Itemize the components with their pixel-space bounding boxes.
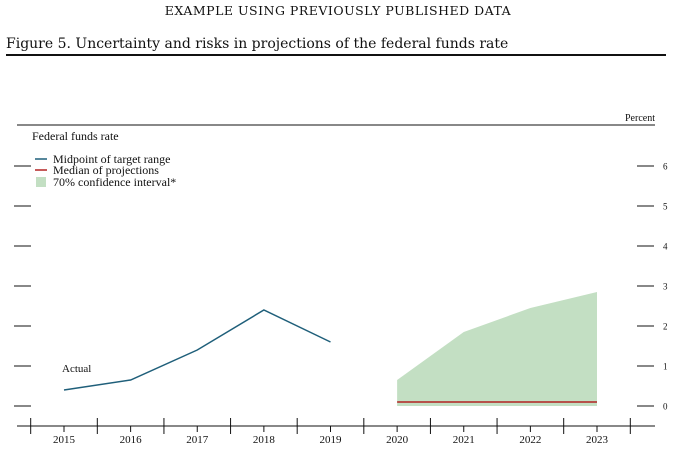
legend-label-confidence: 70% confidence interval* xyxy=(53,175,176,189)
unit-label: Percent xyxy=(625,113,655,124)
confidence-band xyxy=(397,292,597,406)
title-rule xyxy=(6,54,666,56)
x-tick-label: 2016 xyxy=(120,434,143,446)
annotation-actual: Actual xyxy=(62,363,91,375)
x-tick-label: 2023 xyxy=(586,434,609,446)
x-tick-label: 2018 xyxy=(253,434,276,446)
x-tick-label: 2017 xyxy=(186,434,209,446)
x-tick-label: 2022 xyxy=(519,434,541,446)
x-axis-ticks: 2015 2016 2017 2018 2019 2020 2021 2022 2023 xyxy=(30,418,631,446)
y-tick-label: 1 xyxy=(663,362,668,372)
x-tick-label: 2015 xyxy=(53,434,76,446)
left-y-ticks xyxy=(14,165,31,407)
y-tick-label: 6 xyxy=(663,162,668,172)
legend-label-median: Median of projections xyxy=(53,163,159,177)
y-tick-label: 0 xyxy=(663,402,668,412)
chart-title: Federal funds rate xyxy=(32,129,119,143)
y-tick-label: 4 xyxy=(663,242,668,252)
y-tick-label: 2 xyxy=(663,322,668,332)
x-tick-label: 2019 xyxy=(320,434,343,446)
x-tick-label: 2021 xyxy=(453,434,475,446)
right-y-ticks: 0 1 2 3 4 5 6 xyxy=(637,162,668,412)
y-tick-label: 5 xyxy=(663,202,668,212)
y-tick-label: 3 xyxy=(663,282,668,292)
series-layer xyxy=(63,292,598,406)
figure-title: Figure 5. Uncertainty and risks in proje… xyxy=(6,36,509,52)
legend: Midpoint of target range Median of proje… xyxy=(35,152,176,189)
legend-label-midpoint: Midpoint of target range xyxy=(53,152,170,166)
legend-swatch-confidence xyxy=(36,177,46,187)
x-tick-label: 2020 xyxy=(386,434,409,446)
page-header: EXAMPLE USING PREVIOUSLY PUBLISHED DATA xyxy=(164,3,512,18)
